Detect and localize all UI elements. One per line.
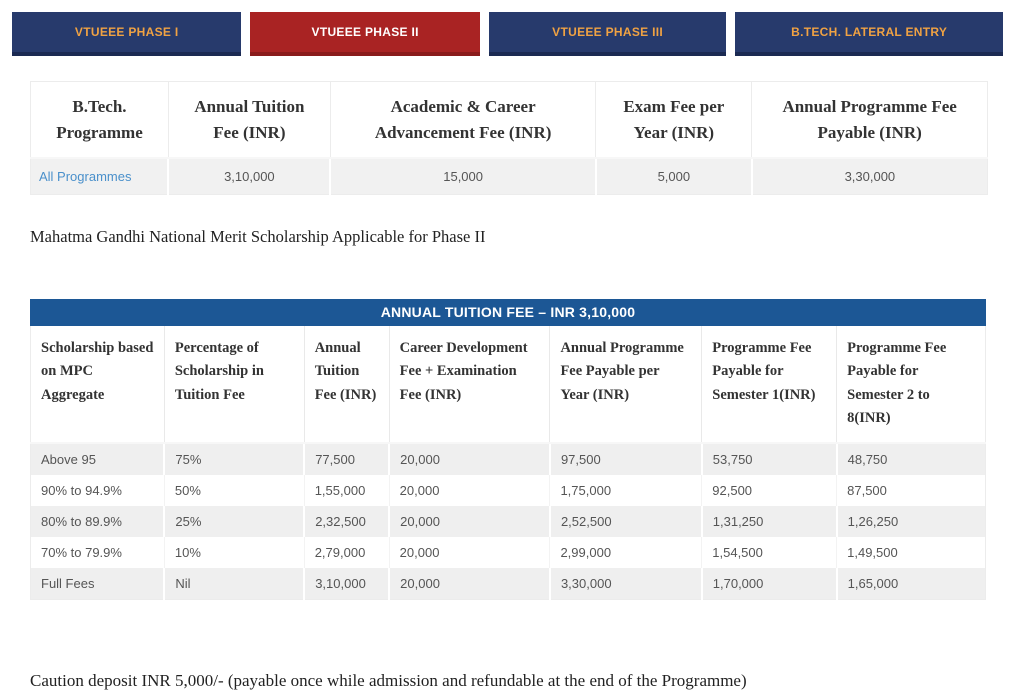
table-row: 70% to 79.9% 10% 2,79,000 20,000 2,99,000 1,5… — [30, 536, 986, 568]
fee-value-cell: 20,000 — [389, 442, 551, 475]
tab-vtueee-phase-iii[interactable]: VTUEEE PHASE III — [488, 12, 727, 56]
fee-value-cell: 53,750 — [701, 442, 838, 475]
fee-value-cell: 5,000 — [595, 158, 753, 195]
tuition-fee-banner: ANNUAL TUITION FEE – INR 3,10,000 — [30, 299, 986, 326]
fee-value-cell: 1,65,000 — [836, 567, 986, 600]
fee-value-cell: 2,52,500 — [549, 505, 703, 537]
fee-value-cell: 2,32,500 — [304, 505, 391, 537]
tab-vtueee-phase-ii[interactable]: VTUEEE PHASE II — [250, 12, 480, 56]
fee-value-cell: 3,30,000 — [751, 158, 988, 195]
column-header-annual-programme-fee-payable-inr: Annual Programme Fee Payable (INR) — [751, 81, 988, 159]
scholarship-band-cell: 90% to 94.9% — [30, 474, 165, 506]
table-row: 90% to 94.9% 50% 1,55,000 20,000 1,75,000 92,… — [30, 474, 986, 506]
fee-value-cell: Nil — [164, 567, 306, 600]
fee-value-cell: 3,10,000 — [168, 158, 332, 195]
table-row: Full Fees Nil 3,10,000 20,000 3,30,000 1,70,0… — [30, 567, 986, 600]
fee-value-cell: 1,55,000 — [304, 474, 390, 506]
fee-value-cell: 20,000 — [389, 567, 551, 600]
scholarship-band-cell: Above 95 — [30, 442, 166, 475]
phase-tabs: VTUEEE PHASE I VTUEEE PHASE II VTUEEE PHAS… — [0, 0, 1016, 56]
column-header-percentage-of-scholarship-in-tuition-fee: Percentage of Scholarship in Tuition Fee — [164, 326, 305, 444]
column-header-scholarship-based-on-mpc-aggregate: Scholarship based on MPC Aggregate — [30, 326, 165, 444]
column-header-academic-career-advancement-fee-inr: Academic & Career Advancement Fee (INR) — [330, 81, 597, 159]
fee-value-cell: 1,54,500 — [701, 536, 838, 568]
table-row: 80% to 89.9% 25% 2,32,500 20,000 2,52,500 1,3… — [30, 505, 986, 537]
column-header-annual-tuition-fee-inr: Annual Tuition Fee (INR) — [168, 81, 331, 159]
fee-value-cell: 10% — [164, 536, 305, 568]
fee-value-cell: 1,75,000 — [549, 474, 703, 506]
scholarship-band-cell: 70% to 79.9% — [30, 536, 165, 568]
tab-vtueee-phase-i[interactable]: VTUEEE PHASE I — [12, 12, 242, 56]
column-header-career-development-fee-examination-fee-i: Career Development Fee + Examination Fee… — [389, 326, 551, 444]
fee-value-cell: 2,99,000 — [549, 536, 703, 568]
fee-value-cell: 1,70,000 — [701, 567, 838, 600]
programme-fee-table: B.Tech. Programme Annual Tuition Fee (INR… — [30, 81, 988, 195]
fee-value-cell: 1,31,250 — [701, 505, 838, 537]
fee-value-cell: 3,30,000 — [549, 567, 703, 600]
fee-value-cell: 20,000 — [389, 505, 551, 537]
fee-value-cell: 92,500 — [701, 474, 838, 506]
column-header-annual-tuition-fee-inr: Annual Tuition Fee (INR) — [304, 326, 390, 444]
fee-value-cell: 87,500 — [836, 474, 986, 506]
programme-fee-table-header-row: B.Tech. Programme Annual Tuition Fee (INR… — [30, 81, 988, 159]
scholarship-fee-table: Scholarship based on MPC Aggregate Percen… — [30, 326, 986, 600]
scholarship-table-header-row: Scholarship based on MPC Aggregate Percen… — [30, 326, 986, 444]
table-row: Above 95 75% 77,500 20,000 97,500 53,750 48,75… — [30, 442, 986, 475]
column-header-b-tech-programme: B.Tech. Programme — [30, 81, 169, 159]
column-header-programme-fee-payable-for-semester-2-to-: Programme Fee Payable for Semester 2 to … — [836, 326, 986, 444]
column-header-annual-programme-fee-payable-per-year-in: Annual Programme Fee Payable per Year (I… — [549, 326, 703, 444]
fee-value-cell: 48,750 — [836, 442, 986, 475]
scholarship-note: Mahatma Gandhi National Merit Scholarshi… — [30, 227, 486, 246]
fee-value-cell: 20,000 — [389, 474, 551, 506]
fee-value-cell: 15,000 — [330, 158, 597, 195]
fee-value-cell: 77,500 — [304, 442, 391, 475]
all-programmes-link[interactable]: All Programmes — [30, 158, 170, 195]
column-header-programme-fee-payable-for-semester-1-inr: Programme Fee Payable for Semester 1(INR… — [701, 326, 838, 444]
fee-value-cell: 97,500 — [549, 442, 703, 475]
fee-value-cell: 25% — [164, 505, 306, 537]
scholarship-band-cell: 80% to 89.9% — [30, 505, 166, 537]
fee-value-cell: 1,49,500 — [836, 536, 986, 568]
caution-note: Caution deposit INR 5,000/- (payable onc… — [30, 670, 747, 690]
fee-value-cell: 75% — [164, 442, 306, 475]
fee-value-cell: 3,10,000 — [304, 567, 391, 600]
tab-b-tech-lateral-entry[interactable]: B.TECH. LATERAL ENTRY — [735, 12, 1003, 56]
column-header-exam-fee-per-year-inr: Exam Fee per Year (INR) — [595, 81, 753, 159]
table-row: All Programmes 3,10,000 15,000 5,000 3,30,00… — [30, 158, 988, 195]
fee-value-cell: 20,000 — [389, 536, 551, 568]
fee-value-cell: 50% — [164, 474, 305, 506]
scholarship-fee-section: ANNUAL TUITION FEE – INR 3,10,000 Schola… — [30, 299, 986, 600]
fee-value-cell: 1,26,250 — [836, 505, 986, 537]
fee-value-cell: 2,79,000 — [304, 536, 390, 568]
scholarship-band-cell: Full Fees — [30, 567, 166, 600]
